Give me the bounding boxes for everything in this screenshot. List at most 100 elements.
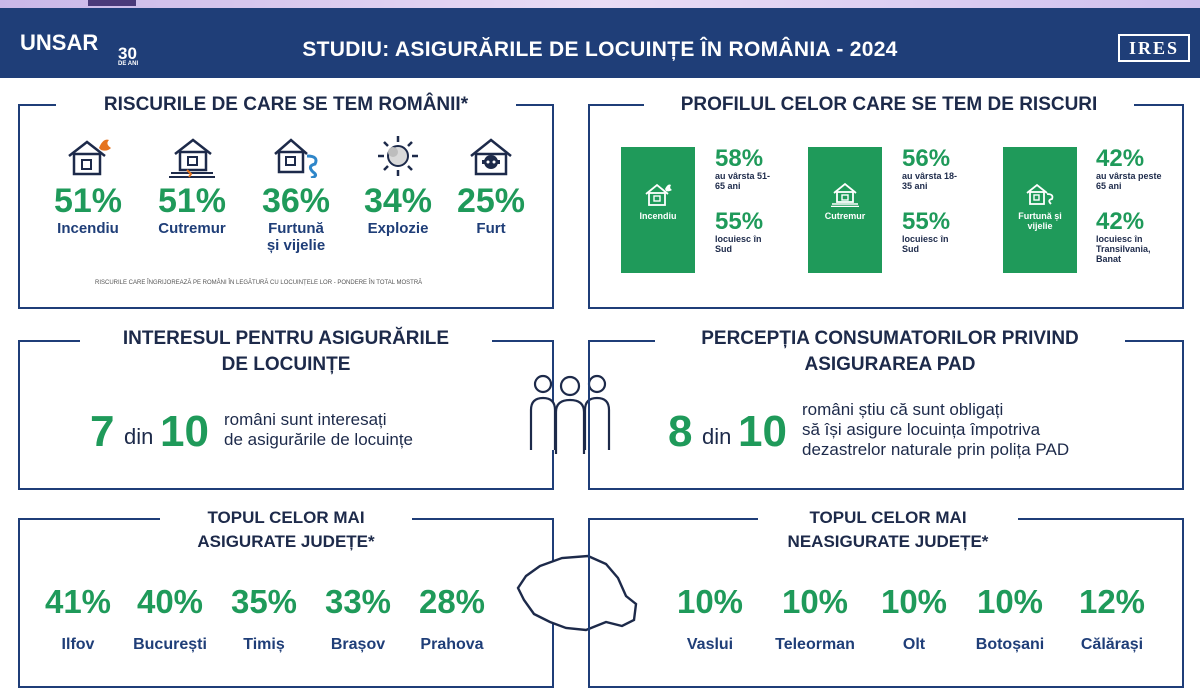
county-item: 10% Teleorman <box>762 584 868 654</box>
profile-stat-bottom: 55% locuiesc în Sud <box>902 208 988 255</box>
profile-group-box: Furtună și vijelie <box>1003 147 1077 273</box>
county-item: 10% Olt <box>866 584 962 654</box>
risk-percent: 51% <box>53 182 123 220</box>
anniversary-subtext: DE ANI <box>118 61 139 67</box>
interest-title-line1: INTERESUL PENTRU ASIGURĂRILE <box>122 328 450 349</box>
unsar-logo: UNSAR <box>20 30 98 56</box>
house-storm-icon <box>274 138 318 180</box>
risk-label: Incendiu <box>57 220 119 237</box>
county-label: Botoșani <box>975 636 1045 653</box>
unsar-anniversary-badge: 30 DE ANI <box>118 44 138 67</box>
romania-map-icon <box>516 554 638 632</box>
insured-title: TOPUL CELOR MAI ASIGURATE JUDEȚE* <box>160 506 412 554</box>
interest-din: din <box>124 424 154 449</box>
pad-din: din <box>702 424 732 449</box>
pad-denominator: 10 <box>738 407 787 456</box>
county-percent: 40% <box>136 583 204 620</box>
county-item: 10% Vaslui <box>662 584 758 654</box>
profile-stat-pct: 42% <box>1096 145 1145 172</box>
interest-desc-line2: de asigurările de locuințe <box>224 430 414 449</box>
profile-group-box: Incendiu <box>621 147 695 273</box>
profile-group-label: Incendiu <box>639 211 677 221</box>
page-title: STUDIU: ASIGURĂRILE DE LOCUINȚE ÎN ROMÂN… <box>302 38 898 61</box>
county-percent: 12% <box>1078 583 1146 620</box>
risk-item: 25% Furt <box>441 134 541 237</box>
county-item: 41% Ilfov <box>30 584 126 654</box>
county-label: Brașov <box>330 636 386 653</box>
county-label: Teleorman <box>775 636 855 653</box>
profile-group-label: Cutremur <box>824 211 866 221</box>
risk-percent: 51% <box>157 182 227 220</box>
risk-label: Explozie <box>367 220 429 237</box>
profile-stat-text: locuiesc în Transilvania, Banat <box>1096 234 1151 264</box>
county-percent: 10% <box>976 583 1044 620</box>
risk-label: Furt <box>476 220 506 237</box>
house-earthquake-icon <box>169 138 215 178</box>
county-item: 33% Brașov <box>310 584 406 654</box>
house-fire-icon <box>645 183 672 206</box>
risk-label: Furtună și vijelie <box>266 220 326 254</box>
risk-percent: 36% <box>261 182 331 220</box>
profile-stat-top: 56% au vârsta 18-35 ani <box>902 145 988 192</box>
county-percent: 10% <box>880 583 948 620</box>
anniversary-number: 30 <box>118 44 137 63</box>
county-label: Vaslui <box>686 636 734 653</box>
county-item: 40% București <box>122 584 218 654</box>
profile-stat-bottom: 55% locuiesc în Sud <box>715 208 801 255</box>
pad-desc-line3: dezastrelor naturale prin polița PAD <box>802 440 1070 459</box>
county-item: 28% Prahova <box>404 584 500 654</box>
uninsured-title-line1: TOPUL CELOR MAI <box>809 508 967 527</box>
ires-logo: IRES <box>1118 34 1190 62</box>
risks-footnote: RISCURILE CARE ÎNGRIJOREAZĂ PE ROMÂNI ÎN… <box>95 280 423 286</box>
interest-title-line2: DE LOCUINȚE <box>221 354 351 375</box>
county-percent: 41% <box>44 583 112 620</box>
top-strip-accent <box>88 0 136 6</box>
pad-title-line1: PERCEPȚIA CONSUMATORILOR PRIVIND <box>701 328 1079 349</box>
house-thief-icon <box>470 138 512 176</box>
profile-stat-bottom: 42% locuiesc în Transilvania, Banat <box>1096 208 1182 265</box>
county-label: Olt <box>902 636 926 653</box>
profile-stat-text: au vârsta 51-65 ani <box>715 171 771 191</box>
insured-title-line2: ASIGURATE JUDEȚE* <box>197 532 375 551</box>
county-item: 10% Botoșani <box>962 584 1058 654</box>
profile-stat-text: au vârsta 18-35 ani <box>902 171 958 191</box>
pad-desc-line2: să își asigure locuința împotriva <box>802 420 1041 439</box>
profile-stat-pct: 42% <box>1096 208 1145 235</box>
pad-desc-line1: români știu că sunt obligați <box>802 400 1004 419</box>
county-label: București <box>133 636 207 653</box>
pad-numerator: 8 <box>668 407 693 456</box>
interest-desc-line1: români sunt interesați <box>224 410 387 429</box>
risk-item: 51% Incendiu <box>38 134 138 237</box>
pad-title: PERCEPȚIA CONSUMATORILOR PRIVIND ASIGURA… <box>655 326 1125 378</box>
pad-title-line2: ASIGURAREA PAD <box>804 354 976 375</box>
county-percent: 35% <box>230 583 298 620</box>
risks-title: RISCURILE DE CARE SE TEM ROMÂNII* <box>56 92 516 118</box>
county-percent: 10% <box>781 583 849 620</box>
risk-percent: 25% <box>456 182 526 220</box>
profile-stat-pct: 55% <box>902 208 951 235</box>
pad-description: români știu că sunt obligați să își asig… <box>802 400 1069 460</box>
uninsured-title-line2: NEASIGURATE JUDEȚE* <box>787 532 989 551</box>
risk-item: 36% Furtună și vijelie <box>246 134 346 254</box>
profile-stat-text: locuiesc în Sud <box>715 234 762 254</box>
profile-stat-text: au vârsta peste 65 ani <box>1096 171 1162 191</box>
county-label: Călărași <box>1080 636 1144 653</box>
county-percent: 33% <box>324 583 392 620</box>
county-item: 35% Timiș <box>216 584 312 654</box>
house-earthquake-icon <box>831 182 859 207</box>
interest-numerator: 7 <box>90 407 115 456</box>
house-storm-icon <box>1026 183 1054 205</box>
interest-denominator: 10 <box>160 407 209 456</box>
profile-stat-top: 58% au vârsta 51-65 ani <box>715 147 801 192</box>
county-label: Ilfov <box>61 636 95 653</box>
unsar-logo-text: UNSAR <box>20 30 99 55</box>
profile-stat-pct: 56% <box>902 145 951 172</box>
people-icon <box>529 374 611 454</box>
profile-stat-pct: 55% <box>715 208 764 235</box>
explosion-icon <box>378 136 418 176</box>
profile-title: PROFILUL CELOR CARE SE TEM DE RISCURI <box>644 92 1134 118</box>
house-fire-icon <box>68 139 111 176</box>
risk-item: 34% Explozie <box>348 134 448 237</box>
insured-title-line1: TOPUL CELOR MAI <box>207 508 365 527</box>
interest-description: români sunt interesați de asigurările de… <box>224 410 413 450</box>
